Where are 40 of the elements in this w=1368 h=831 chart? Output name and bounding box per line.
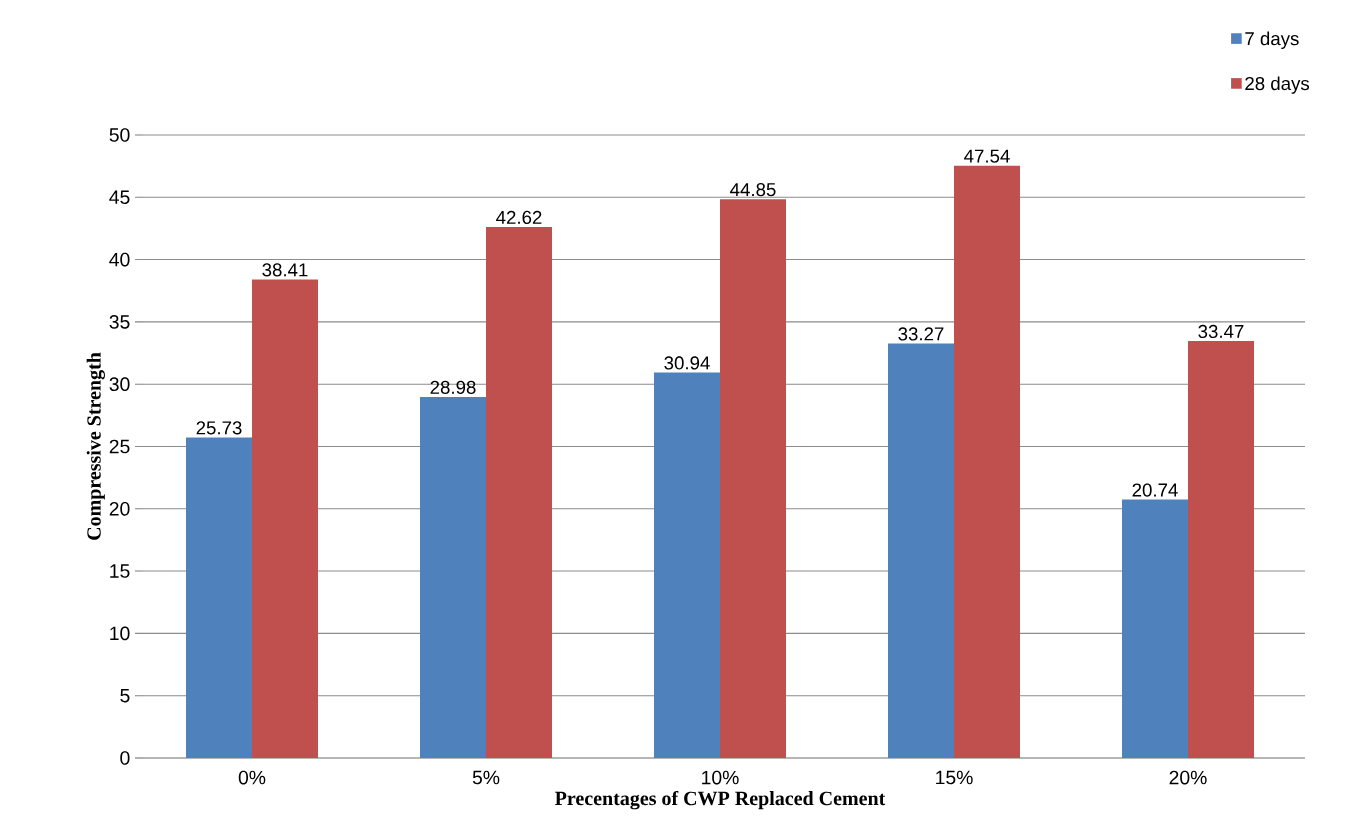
y-tick-label: 50 (109, 128, 130, 142)
bar (252, 279, 319, 758)
data-label: 33.47 (1198, 324, 1244, 339)
x-tick-label: 5% (472, 770, 500, 785)
y-tick-label: 0 (120, 751, 130, 765)
x-axis-title: Precentages of CWP Replaced Cement (555, 790, 886, 810)
x-tick-label: 10% (702, 770, 739, 785)
y-tick-label: 40 (109, 252, 130, 267)
y-axis-title: Compressive Strength (86, 352, 105, 540)
data-label: 25.73 (196, 421, 242, 435)
bar (720, 199, 786, 758)
data-label: 38.41 (262, 263, 308, 277)
y-tick-label: 20 (109, 501, 130, 516)
y-tick-label: 30 (109, 377, 130, 392)
data-label: 33.27 (898, 327, 944, 341)
y-tick-label: 5 (120, 688, 130, 703)
y-tick-label: 15 (110, 564, 130, 578)
data-label: 30.94 (664, 356, 710, 370)
legend-label: 7 days (1245, 31, 1299, 49)
bar (1122, 499, 1188, 758)
bar (654, 372, 720, 758)
data-label: 44.85 (730, 183, 776, 197)
x-tick-label: 0% (238, 770, 266, 785)
data-label: 20.74 (1132, 483, 1178, 497)
bar (420, 396, 486, 758)
y-tick-label: 10 (110, 626, 130, 641)
bar (1188, 340, 1254, 758)
y-tick-label: 25 (109, 439, 130, 454)
x-tick-label: 15% (936, 770, 973, 785)
data-label: 42.62 (496, 210, 542, 225)
data-label: 47.54 (964, 149, 1010, 163)
bar (186, 437, 253, 758)
bar (954, 165, 1020, 758)
legend-label: 28 days (1245, 76, 1310, 94)
x-tick-label: 20% (1169, 770, 1207, 785)
y-tick-label: 35 (109, 315, 130, 329)
bar (888, 343, 954, 758)
data-label: 28.98 (430, 380, 476, 394)
y-tick-label: 45 (109, 190, 130, 205)
bar (486, 226, 553, 758)
